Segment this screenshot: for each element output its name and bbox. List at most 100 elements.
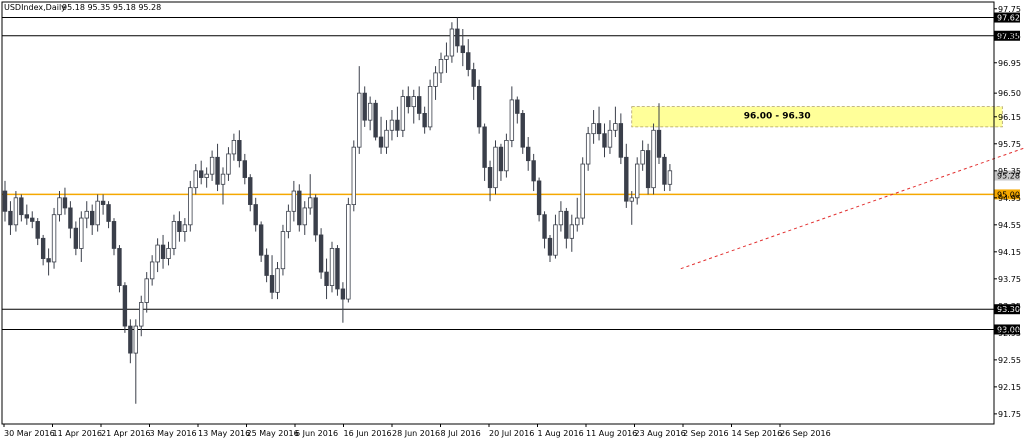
candle[interactable] xyxy=(149,255,155,286)
candle[interactable] xyxy=(313,194,318,242)
candle[interactable] xyxy=(297,184,302,232)
candle[interactable] xyxy=(667,164,673,192)
candle[interactable] xyxy=(433,66,438,100)
candle[interactable] xyxy=(422,106,427,134)
candle[interactable] xyxy=(504,133,509,178)
candle[interactable] xyxy=(30,211,35,229)
candle[interactable] xyxy=(51,207,57,269)
candle[interactable] xyxy=(100,194,106,215)
candle[interactable] xyxy=(575,197,580,232)
candle[interactable] xyxy=(2,180,8,222)
candle[interactable] xyxy=(84,201,89,229)
candle[interactable] xyxy=(526,137,531,171)
candle[interactable] xyxy=(198,160,204,185)
candle[interactable] xyxy=(144,272,149,313)
candle[interactable] xyxy=(275,261,280,300)
candle[interactable] xyxy=(128,319,133,364)
candle[interactable] xyxy=(357,66,362,154)
candle[interactable] xyxy=(24,204,29,225)
candle[interactable] xyxy=(68,201,73,239)
candle[interactable] xyxy=(411,89,416,124)
candle[interactable] xyxy=(13,191,19,232)
candle[interactable] xyxy=(280,224,286,276)
candle[interactable] xyxy=(520,110,525,154)
candle[interactable] xyxy=(133,319,138,404)
candle[interactable] xyxy=(580,157,585,225)
candle[interactable] xyxy=(389,110,395,141)
candle[interactable] xyxy=(155,238,160,273)
candle[interactable] xyxy=(8,201,13,235)
candle[interactable] xyxy=(258,221,264,262)
candle[interactable] xyxy=(226,147,231,181)
candle[interactable] xyxy=(46,248,51,276)
candle[interactable] xyxy=(656,103,662,165)
candle[interactable] xyxy=(248,174,253,212)
candle[interactable] xyxy=(449,22,455,63)
candle[interactable] xyxy=(536,177,542,222)
candle[interactable] xyxy=(111,218,117,256)
candle[interactable] xyxy=(416,86,422,121)
candle[interactable] xyxy=(286,204,291,239)
candle[interactable] xyxy=(35,218,40,246)
candle[interactable] xyxy=(482,123,487,181)
candle[interactable] xyxy=(395,106,400,138)
candle[interactable] xyxy=(591,110,596,144)
candle[interactable] xyxy=(635,157,640,205)
candle[interactable] xyxy=(466,39,471,77)
candle[interactable] xyxy=(471,62,476,100)
candle[interactable] xyxy=(596,106,602,141)
candle[interactable] xyxy=(558,201,564,232)
candle[interactable] xyxy=(253,197,258,232)
candle[interactable] xyxy=(406,86,411,114)
candle[interactable] xyxy=(340,282,346,323)
candle[interactable] xyxy=(237,130,242,168)
candle[interactable] xyxy=(324,258,329,300)
candle[interactable] xyxy=(117,245,122,293)
candle[interactable] xyxy=(307,174,313,215)
candle[interactable] xyxy=(602,123,607,158)
candle[interactable] xyxy=(564,207,569,249)
candle[interactable] xyxy=(346,197,351,303)
candle[interactable] xyxy=(373,99,378,141)
candle[interactable] xyxy=(651,123,656,195)
candle[interactable] xyxy=(40,234,46,266)
candle[interactable] xyxy=(182,218,188,242)
candle[interactable] xyxy=(79,211,84,262)
candle[interactable] xyxy=(476,79,482,134)
candle[interactable] xyxy=(160,234,166,269)
candle[interactable] xyxy=(329,241,335,293)
candle[interactable] xyxy=(367,96,373,131)
candle[interactable] xyxy=(640,140,645,171)
candle[interactable] xyxy=(291,180,297,222)
candle[interactable] xyxy=(139,295,144,337)
candle[interactable] xyxy=(242,153,247,185)
candle[interactable] xyxy=(455,17,460,53)
candle[interactable] xyxy=(90,204,95,235)
candle[interactable] xyxy=(547,234,553,262)
candle[interactable] xyxy=(351,140,356,212)
candle[interactable] xyxy=(444,42,449,73)
candle[interactable] xyxy=(95,194,100,232)
candle[interactable] xyxy=(204,167,209,188)
candle[interactable] xyxy=(193,164,198,195)
candle[interactable] xyxy=(209,150,215,181)
candle[interactable] xyxy=(531,153,536,192)
candle[interactable] xyxy=(231,133,237,161)
candle[interactable] xyxy=(384,120,389,154)
candle[interactable] xyxy=(460,29,465,67)
candle[interactable] xyxy=(629,191,634,225)
candle[interactable] xyxy=(378,116,384,154)
candle[interactable] xyxy=(177,211,182,242)
candle[interactable] xyxy=(106,201,111,229)
candle[interactable] xyxy=(335,245,340,296)
candle[interactable] xyxy=(618,113,624,165)
candle[interactable] xyxy=(493,140,498,195)
candle[interactable] xyxy=(498,143,504,181)
candle[interactable] xyxy=(302,201,307,235)
candle[interactable] xyxy=(19,194,24,222)
candle[interactable] xyxy=(122,282,128,333)
candle[interactable] xyxy=(515,96,520,124)
candle[interactable] xyxy=(362,86,367,127)
candle[interactable] xyxy=(569,214,574,252)
